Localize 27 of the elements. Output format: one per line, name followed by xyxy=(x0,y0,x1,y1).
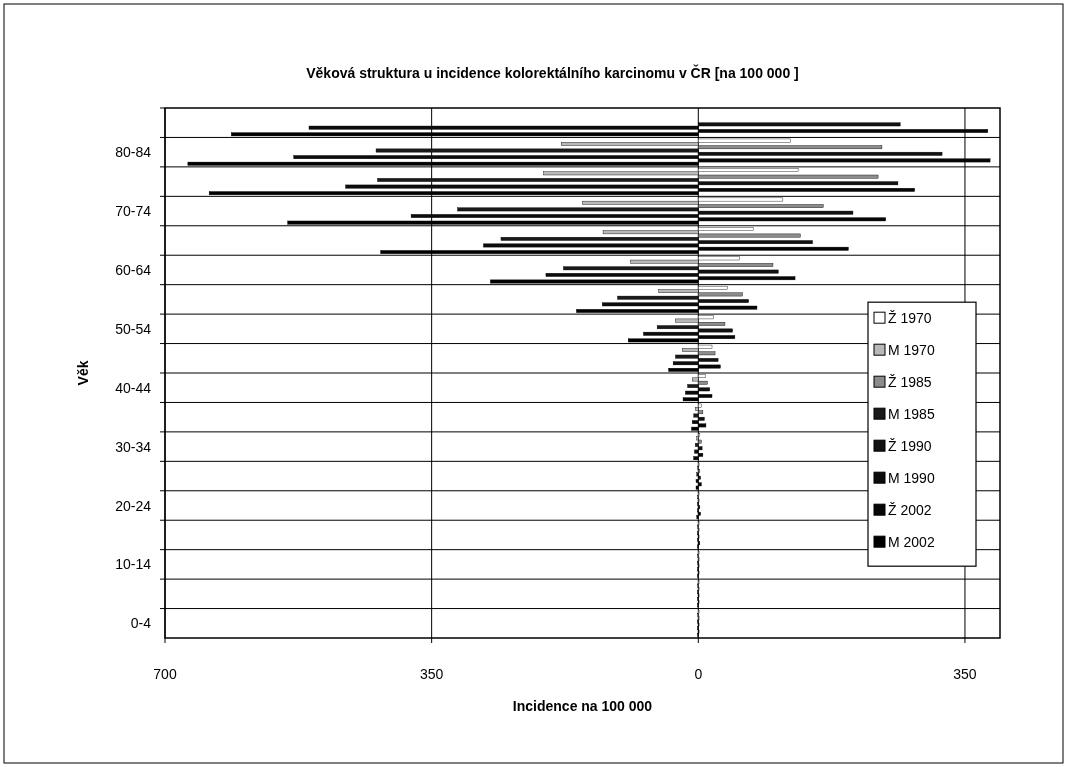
y-tick-label: 10-14 xyxy=(115,556,152,573)
x-tick-label: 700 xyxy=(153,666,177,682)
legend-label: M 1985 xyxy=(888,406,935,423)
bar xyxy=(695,479,699,483)
y-tick-label: 80-84 xyxy=(115,144,152,161)
y-tick-label: 50-54 xyxy=(115,320,152,337)
legend-label: M 2002 xyxy=(888,534,935,551)
x-axis-title: Incidence na 100 000 xyxy=(512,698,653,714)
legend-label: Ž 1990 xyxy=(888,438,932,455)
legend-label: M 1970 xyxy=(888,342,935,359)
x-tick-label: 350 xyxy=(953,666,977,682)
y-tick-label: 70-74 xyxy=(115,203,152,220)
y-axis-title: Věk xyxy=(75,360,91,386)
legend-label: Ž 2002 xyxy=(888,502,932,519)
y-tick-label: 30-34 xyxy=(115,438,152,455)
bar xyxy=(695,443,699,447)
legend-label: Ž 1985 xyxy=(888,374,932,391)
legend-label: M 1990 xyxy=(888,470,935,487)
x-tick-label: 0 xyxy=(694,666,703,682)
legend-label: Ž 1970 xyxy=(888,310,932,327)
y-tick-label: 60-64 xyxy=(115,261,152,278)
bar xyxy=(698,446,703,451)
y-tick-label: 40-44 xyxy=(115,379,152,396)
x-tick-label: 350 xyxy=(419,666,444,682)
y-tick-label: 20-24 xyxy=(115,497,152,514)
y-tick-label: 0-4 xyxy=(130,615,152,632)
chart-title: Věková struktura u incidence kolorektálního karcinomu v ČR [na 100 000 ] xyxy=(306,64,799,81)
